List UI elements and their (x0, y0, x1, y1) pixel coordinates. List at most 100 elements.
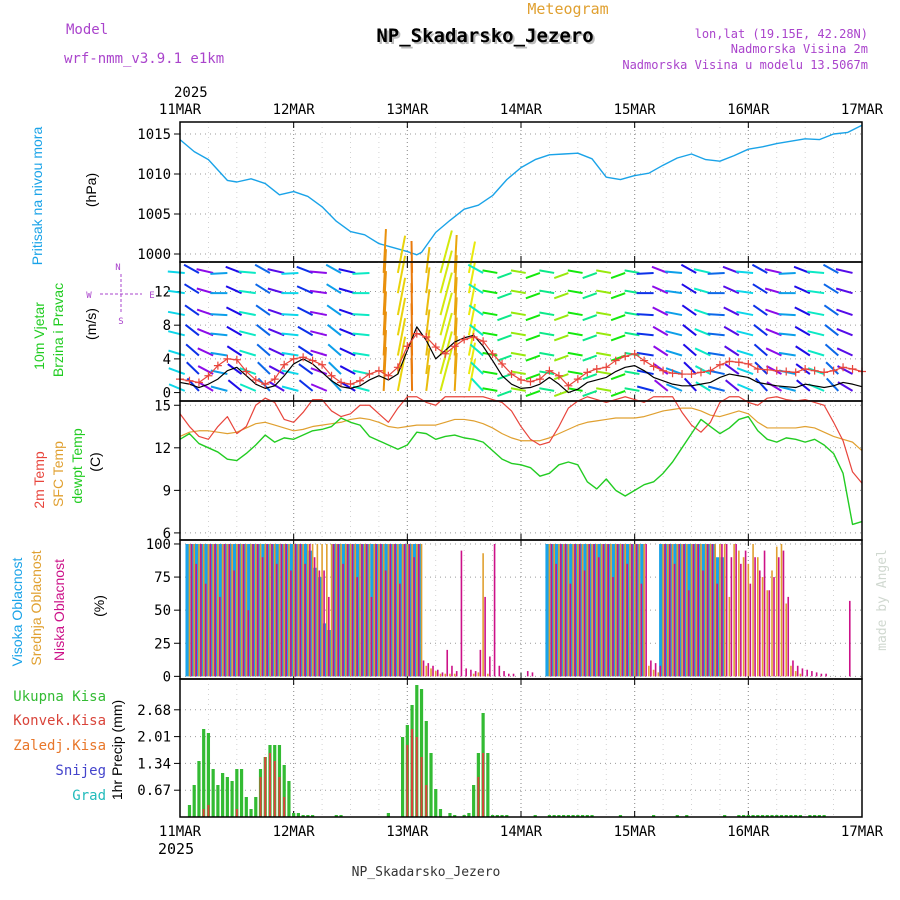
y-tick-label: 8 (163, 318, 171, 334)
wind-arrow (754, 377, 769, 392)
wind-arrow (396, 277, 407, 316)
wind-arrow (210, 332, 228, 337)
precip-bar (187, 805, 192, 817)
precip-bar (813, 815, 817, 817)
wind-gust-marker (611, 356, 620, 365)
wind-arrow (238, 289, 256, 295)
wind-arrow (665, 367, 683, 375)
wind-arrow (425, 364, 431, 392)
wind-arrow (651, 285, 669, 295)
wind-arrow (482, 370, 498, 376)
wind-arrow (665, 289, 683, 295)
wind-gust-marker (374, 366, 383, 375)
wind-arrow (525, 292, 541, 300)
wind-gust-marker (422, 332, 431, 341)
precip-bar (472, 785, 476, 817)
wind-arrow (582, 389, 598, 397)
wind-arrow (238, 310, 256, 317)
wind-arrow (723, 325, 740, 337)
wind-arrow (582, 354, 598, 362)
wind-arrow (624, 370, 640, 376)
wind-arrow (269, 381, 285, 392)
wind-arrow (553, 354, 569, 362)
wind-arrow (795, 345, 811, 357)
precip-bar (533, 815, 537, 817)
wind-gust-marker (820, 368, 829, 377)
precip-bar (239, 769, 244, 817)
wind-gust-marker (441, 349, 450, 358)
precip-bar (249, 809, 253, 817)
precip-bar (453, 815, 457, 817)
y-tick-label: 2.68 (137, 703, 171, 719)
x-tick-label: 12MAR (273, 102, 316, 118)
wind-arrow (510, 370, 526, 376)
wind-arrow (653, 379, 669, 392)
wind-arrow (298, 363, 314, 375)
wind-arrow (525, 314, 541, 322)
wind-arrow (510, 289, 526, 295)
wind-arrow (825, 377, 840, 392)
precip-bar (585, 815, 589, 817)
model-name: wrf-nmm_v3.9.1 e1km (64, 51, 224, 67)
wind-speed-line (179, 326, 863, 394)
wind-arrow (469, 324, 484, 337)
wind-arrow (778, 332, 796, 337)
cloud-panel: 0 25 50 75 100 (146, 537, 863, 685)
y-tick-label: 1015 (137, 127, 171, 143)
precip-bar (301, 815, 305, 817)
wind-gust-marker (640, 356, 649, 365)
wind-gust-marker (270, 375, 279, 384)
wind-arrow (823, 304, 839, 316)
wind-arrow (439, 312, 453, 356)
wind-arrow (225, 306, 243, 316)
wind-gust-marker (185, 376, 194, 385)
precip-bar (566, 815, 570, 817)
wind-gust-marker (602, 363, 611, 372)
wind-arrow (525, 354, 541, 362)
wind-arrow (497, 373, 512, 381)
wind-arrow (296, 285, 314, 295)
wind-arrow (694, 365, 711, 375)
wind-gust-marker (204, 371, 213, 380)
precip-bar (467, 813, 471, 817)
wind-gust-marker (507, 370, 516, 379)
wind-arrow (470, 361, 484, 375)
wind-gust-marker (621, 352, 630, 361)
x-tick-label: 12MAR (273, 824, 316, 840)
precip-bar (618, 815, 623, 817)
wind-gust-marker (242, 367, 251, 376)
wind-arrow (682, 343, 697, 357)
wind-arrow (778, 351, 796, 357)
y-tick-label: 6 (163, 526, 171, 542)
wind-arrow (338, 268, 356, 274)
wind-gust-marker (393, 363, 402, 372)
wind-arrow (497, 389, 512, 397)
wind-gust-marker (355, 376, 364, 385)
wind-arrow (467, 241, 476, 274)
pressure-line (179, 124, 863, 256)
precip-bar (505, 815, 509, 817)
wind-arrow (510, 387, 526, 392)
precip-bar (386, 813, 390, 817)
y-tick-label: 0 (163, 386, 171, 402)
wind-arrow (468, 304, 484, 316)
precip-bar (495, 815, 499, 817)
wind-arrow (539, 289, 555, 295)
wind-arrow (582, 334, 598, 342)
wind-arrow (752, 304, 768, 316)
wind-arrow (439, 250, 453, 294)
wind-arrow (624, 387, 640, 392)
wind-arrow (553, 314, 569, 322)
wind-gust-marker (479, 337, 488, 346)
precip-bar (576, 815, 580, 817)
precip-bar (746, 815, 750, 817)
precip-bar (230, 781, 234, 817)
wind-arrow (309, 310, 328, 317)
wind-arrow (352, 332, 370, 337)
wind-arrow (793, 285, 811, 295)
wind-arrow (653, 345, 669, 357)
wind-panel: 0 4 8 12 (154, 228, 866, 402)
legend-hail: Grad (72, 788, 106, 804)
y-tick-label: 1005 (137, 207, 171, 223)
precip-bar (547, 815, 552, 817)
